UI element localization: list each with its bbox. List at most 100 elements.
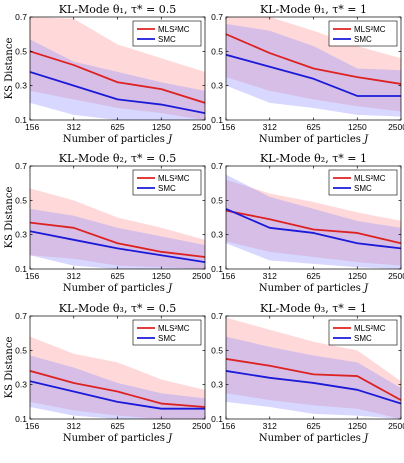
x-tick-label: 312 (263, 122, 277, 132)
x-tick-label: 156 (25, 122, 39, 132)
x-tick-label: 1250 (348, 421, 367, 431)
band-smc (226, 336, 401, 419)
x-axis-label-var: J (166, 134, 173, 145)
y-tick-label: 0.3 (211, 230, 223, 240)
x-tick-label: 625 (306, 122, 320, 132)
x-axis-label: Number of particles J (259, 433, 369, 444)
chart-title: KL-Mode θ₃, τ* = 0.5 (59, 302, 177, 315)
x-tick-label: 1250 (152, 122, 171, 132)
chart-panel-2: 156 312 625 1250 2500 0.1 0.3 0.5 0.7 KL-Mode θ₁,… (211, 3, 404, 145)
legend-label-smc: SMC (158, 35, 176, 44)
y-tick-label: 0.5 (15, 46, 27, 56)
x-tick-label: 625 (110, 122, 124, 132)
line-mls2mc (30, 370, 205, 408)
x-axis-label-var: J (362, 433, 369, 444)
band-smc (226, 174, 401, 269)
x-tick-label: 2500 (388, 271, 404, 281)
x-tick-label: 2500 (192, 421, 211, 431)
y-tick-label: 0.5 (15, 345, 27, 355)
x-tick-label: 2500 (388, 421, 404, 431)
y-tick-label: 0.5 (211, 345, 223, 355)
x-tick-label: 1250 (152, 271, 171, 281)
line-smc (226, 208, 401, 250)
x-tick-label: 156 (221, 421, 235, 431)
legend-box (328, 319, 398, 346)
x-tick-label: 2500 (192, 271, 211, 281)
plot-content (226, 17, 401, 117)
y-tick-label: 0.1 (15, 414, 27, 424)
legend-label-mls2mc: MLS²MC (158, 324, 190, 333)
x-axis-label-text: Number of particles (259, 283, 364, 294)
x-tick-label: 625 (306, 271, 320, 281)
x-axis-label-var: J (362, 283, 369, 294)
chart-title: KL-Mode θ₃, τ* = 1 (260, 302, 367, 315)
x-tick-label: 312 (263, 421, 277, 431)
chart-title: KL-Mode θ₁, τ* = 1 (260, 3, 367, 16)
plot-content (226, 317, 401, 419)
chart-panel-1: 156 312 625 1250 2500 0.1 0.3 0.5 0.7 KL-Mode θ₁,… (4, 3, 211, 145)
chart-panel-6: 156 312 625 1250 2500 0.1 0.3 0.5 0.7 KL-Mode θ₃,… (211, 302, 404, 444)
y-tick-label: 0.3 (211, 81, 223, 91)
x-axis-label: Number of particles J (259, 283, 369, 294)
y-tick-label: 0.1 (15, 264, 27, 274)
x-tick-label: 1250 (348, 122, 367, 132)
band-mls2mc (226, 17, 401, 112)
x-tick-label: 1250 (152, 421, 171, 431)
legend-label-smc: SMC (354, 184, 372, 193)
y-axis-label: KS Distance (4, 38, 15, 100)
y-axis-label: KS Distance (4, 187, 15, 249)
x-axis-label-var: J (362, 134, 369, 145)
band-mls2mc (226, 317, 401, 419)
legend-box (132, 169, 202, 196)
legend-box (132, 20, 202, 47)
line-smc (30, 230, 205, 264)
legend-label-mls2mc: MLS²MC (354, 174, 386, 183)
legend-label-smc: SMC (158, 184, 176, 193)
y-tick-label: 0.7 (211, 12, 223, 22)
x-tick-label: 1250 (348, 271, 367, 281)
x-axis-label: Number of particles J (63, 134, 173, 145)
y-tick-label: 0.7 (211, 161, 223, 171)
band-smc (30, 39, 205, 120)
x-axis-label-text: Number of particles (63, 433, 168, 444)
plot-content (30, 17, 205, 120)
x-axis-label: Number of particles J (63, 283, 173, 294)
plot-content (30, 188, 205, 269)
y-tick-label: 0.5 (211, 195, 223, 205)
line-smc (30, 380, 205, 410)
x-axis-label-var: J (166, 283, 173, 294)
legend-label-smc: SMC (354, 35, 372, 44)
y-tick-label: 0.3 (15, 230, 27, 240)
line-smc (30, 71, 205, 115)
legend-label-smc: SMC (354, 334, 372, 343)
x-axis-label: Number of particles J (63, 433, 173, 444)
x-tick-label: 2500 (388, 122, 404, 132)
x-axis-label: Number of particles J (259, 134, 369, 145)
x-tick-label: 312 (67, 122, 81, 132)
x-axis-label-text: Number of particles (63, 134, 168, 145)
line-smc (226, 370, 401, 405)
y-tick-label: 0.5 (211, 46, 223, 56)
chart-panel-4: 156 312 625 1250 2500 0.1 0.3 0.5 0.7 KL-Mode θ₂,… (211, 152, 404, 294)
band-smc (226, 23, 401, 117)
y-tick-label: 0.7 (15, 311, 27, 321)
y-tick-label: 0.3 (211, 380, 223, 390)
line-mls2mc (226, 209, 401, 245)
x-tick-label: 156 (25, 271, 39, 281)
x-tick-label: 625 (110, 271, 124, 281)
y-axis-label: KS Distance (4, 337, 15, 399)
x-tick-label: 312 (263, 271, 277, 281)
x-tick-label: 625 (110, 421, 124, 431)
x-tick-label: 156 (25, 421, 39, 431)
y-tick-label: 0.1 (211, 414, 223, 424)
chart-title: KL-Mode θ₂, τ* = 0.5 (59, 152, 177, 165)
legend-label-mls2mc: MLS²MC (158, 174, 190, 183)
x-tick-label: 625 (306, 421, 320, 431)
y-tick-label: 0.1 (211, 264, 223, 274)
plot-content (30, 336, 205, 419)
y-tick-label: 0.3 (15, 81, 27, 91)
line-mls2mc (226, 33, 401, 85)
y-tick-label: 0.3 (15, 380, 27, 390)
line-mls2mc (30, 221, 205, 258)
x-axis-label-text: Number of particles (259, 433, 364, 444)
